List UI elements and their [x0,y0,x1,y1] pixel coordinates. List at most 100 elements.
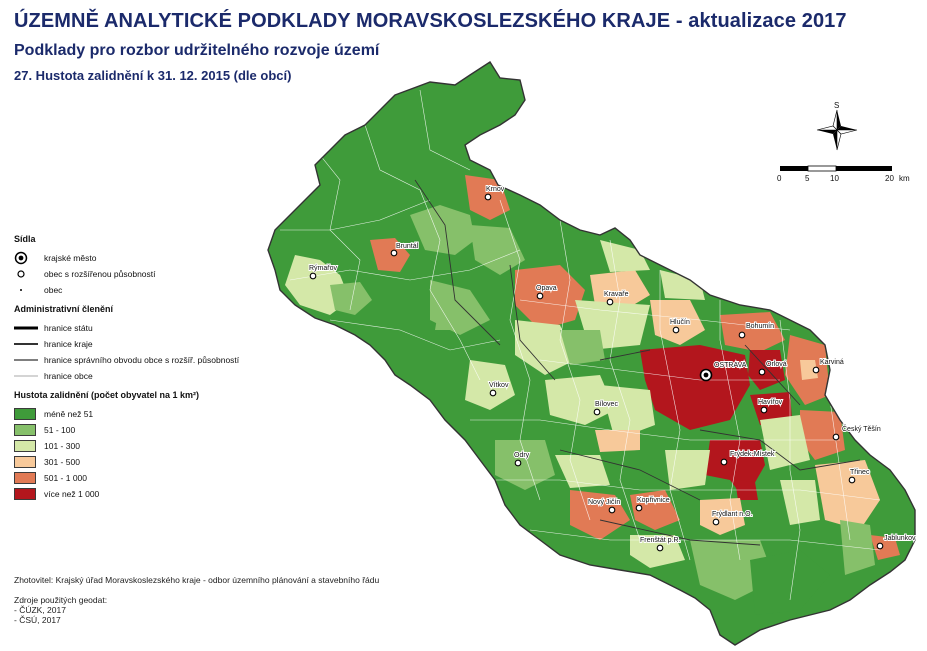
region-boundary [267,61,916,646]
city-marker: Frenštát p.R. [639,536,682,552]
town-icon [720,458,728,466]
map-legend: Sídla krajské město obec s rozšířenou pů… [14,234,239,502]
town-icon [848,476,856,484]
city-marker: Nový Jičín [587,498,621,514]
density-swatch [14,408,36,420]
district-south-west-light [435,300,470,330]
city-label: Kravaře [604,291,629,298]
scale-tick-5: 5 [805,174,810,183]
legend-label-municipality: obec [44,285,63,295]
map-subtitle: Podklady pro rozbor udržitelného rozvoje… [14,42,380,59]
city-label: Karviná [820,359,844,366]
density-swatch [14,424,36,436]
city-label: Havířov [758,399,783,406]
district-kravare-area [590,270,650,310]
district-frenstat-area [630,535,685,568]
city-marker: OSTRAVA [699,361,748,382]
city-label: Frýdek-Místek [730,451,775,458]
legend-row-density-4: 501 - 1 000 [14,470,239,486]
city-label: Krnov [486,186,505,193]
district-jablunkov-area [870,535,900,560]
credit-source-csu: - ČSÚ, 2017 [14,615,61,625]
legend-row-state-border: hranice státu [14,320,239,336]
north-arrow-icon [816,109,858,151]
district-trinec-area [815,460,880,530]
city-label: Bruntál [396,243,419,250]
scale-tick-20: 20 [885,174,894,183]
town-icon [608,506,616,514]
town-icon [758,368,766,376]
district-bohumin-area [720,312,785,352]
town-icon [489,389,497,397]
city-marker: Kravaře [603,290,630,306]
district-mid-light [470,225,525,275]
legend-label-density: 51 - 100 [44,425,76,435]
town-icon [812,366,820,374]
regional-city-icon [14,251,44,265]
legend-row-density-1: 51 - 100 [14,422,239,438]
district-odry-area [495,440,555,490]
city-label: Frýdlant n.O. [712,511,753,518]
legend-row-region-border: hranice kraje [14,336,239,352]
credit-author: Zhotovitel: Krajský úřad Moravskoslezské… [14,575,380,585]
city-label: Opava [536,285,557,292]
district-novy-jicin-area [570,490,630,540]
city-marker: Vítkov [488,381,510,397]
legend-label-density: 101 - 300 [44,441,80,451]
legend-label-state-border: hranice státu [44,323,93,333]
district-opava-area [515,265,585,330]
town-icon [832,433,840,441]
district-hlucin-area [650,300,705,345]
town-icon [390,249,398,257]
legend-label-density: 301 - 500 [44,457,80,467]
legend-row-municipal-border: hranice obce [14,368,239,384]
town-icon [484,193,492,201]
town-icon [876,542,884,550]
scale-tick-0: 0 [777,174,782,183]
legend-row-density-5: více než 1 000 [14,486,239,502]
credit-source-cuzk: - ČÚZK, 2017 [14,605,66,615]
district-opava-south [515,320,575,375]
legend-row-orp-border: hranice správního obvodu obce s rozšíř. … [14,352,239,368]
city-label: Hlučín [670,319,690,326]
city-marker: Odry [513,451,531,467]
town-icon [712,518,720,526]
legend-label-municipal-border: hranice obce [44,371,93,381]
legend-label-region-border: hranice kraje [44,339,93,349]
legend-row-town: obec s rozšířenou působností [14,266,239,282]
city-marker: Rýmařov [308,264,339,280]
density-swatch [14,488,36,500]
scale-tick-10: 10 [830,174,839,183]
city-marker: Bohumín [738,322,775,339]
legend-label-town: obec s rozšířenou působností [44,269,156,279]
district-west-light [330,282,372,315]
town-icon [738,331,746,339]
region-border-line-icon [14,343,38,345]
town-icon [635,504,643,512]
orp-border-line-icon [14,359,38,361]
state-border-line-icon [14,326,38,330]
city-label: Frenštát p.R. [640,537,681,544]
district-south-light-2 [665,450,710,490]
city-label: Nový Jičín [588,499,620,506]
credit-sources-title: Zdroje použitých geodat: [14,595,108,605]
town-icon [606,298,614,306]
city-label: Třinec [850,469,870,476]
city-marker: Bílovec [593,400,619,416]
district-vitkov-area [465,360,515,410]
city-marker: Hlučín [669,318,691,334]
map-title: ÚZEMNĚ ANALYTICKÉ PODKLADY MORAVSKOSLEZS… [14,10,847,32]
city-label: Orlová [766,361,787,368]
legend-density-title: Hustota zalidnění (počet obyvatel na 1 k… [14,390,200,400]
density-swatch [14,440,36,452]
district-beskydy-dark [750,550,830,615]
scale-bar [780,165,892,172]
district-light-patch-4 [660,270,705,300]
town-icon [309,272,317,280]
city-marker: Frýdek-Místek [720,450,776,466]
scale-unit: km [899,174,910,183]
city-marker: Opava [535,284,558,300]
legend-row-density-3: 301 - 500 [14,454,239,470]
municipal-border-line-icon [14,375,38,377]
district-frydlant-area [700,498,745,535]
